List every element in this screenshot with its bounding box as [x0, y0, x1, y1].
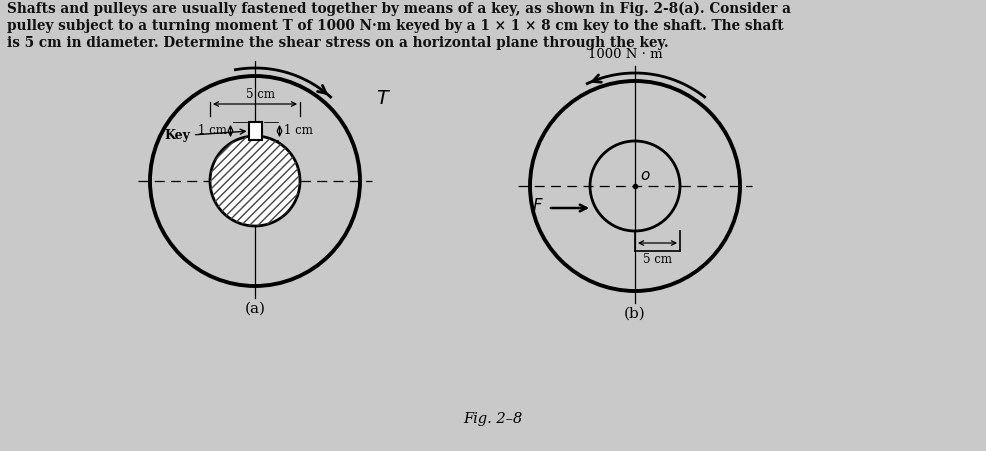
Text: (a): (a) — [245, 302, 265, 316]
Text: 5 cm: 5 cm — [246, 88, 275, 101]
Text: $T$: $T$ — [376, 91, 390, 108]
Text: Fig. 2–8: Fig. 2–8 — [462, 412, 523, 426]
Text: 1000 N · m: 1000 N · m — [587, 48, 662, 61]
Text: 1 cm: 1 cm — [283, 124, 312, 138]
Text: 5 cm: 5 cm — [642, 253, 671, 266]
Text: pulley subject to a turning moment T of 1000 N·m keyed by a 1 × 1 × 8 cm key to : pulley subject to a turning moment T of … — [7, 19, 783, 33]
Text: Key: Key — [164, 129, 245, 143]
Text: $F$: $F$ — [531, 198, 543, 216]
Circle shape — [210, 136, 300, 226]
Text: 1 cm: 1 cm — [197, 124, 226, 138]
Text: Shafts and pulleys are usually fastened together by means of a key, as shown in : Shafts and pulleys are usually fastened … — [7, 2, 790, 16]
Text: $o$: $o$ — [639, 169, 650, 183]
Text: is 5 cm in diameter. Determine the shear stress on a horizontal plane through th: is 5 cm in diameter. Determine the shear… — [7, 36, 668, 50]
Text: (b): (b) — [623, 307, 645, 321]
Bar — [248, 122, 261, 140]
